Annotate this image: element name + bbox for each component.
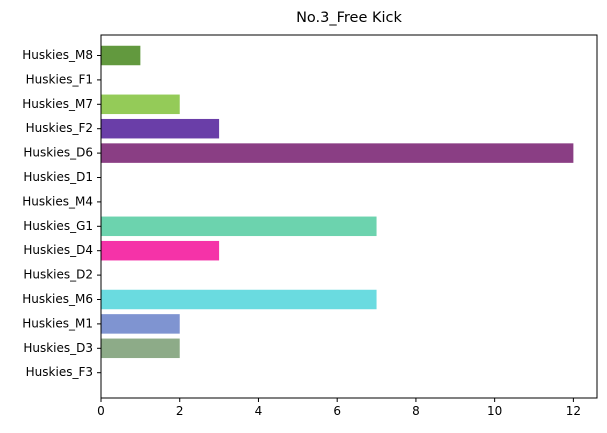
y-tick-label: Huskies_M6 <box>22 292 93 306</box>
bar-huskies-d4 <box>101 240 220 261</box>
y-axis-ticks: Huskies_M8 Huskies_F1 Huskies_M7 Huskies_F2… <box>22 48 101 379</box>
chart-title: No.3_Free Kick <box>296 10 402 26</box>
bars-group <box>101 45 574 359</box>
y-tick-label: Huskies_D2 <box>23 268 93 282</box>
y-tick-label: Huskies_M4 <box>22 194 93 208</box>
x-axis-ticks: 0 2 4 6 8 10 12 <box>97 398 581 418</box>
y-tick-label: Huskies_M1 <box>22 316 93 330</box>
y-tick-label: Huskies_M7 <box>22 97 93 111</box>
y-tick-label: Huskies_M8 <box>22 48 93 62</box>
x-tick-label: 4 <box>255 404 263 418</box>
y-tick-label: Huskies_D4 <box>23 243 93 257</box>
bar-huskies-m8 <box>101 45 141 66</box>
y-tick-label: Huskies_F1 <box>26 72 93 86</box>
y-tick-label: Huskies_F2 <box>26 121 93 135</box>
x-tick-label: 0 <box>97 404 105 418</box>
y-tick-label: Huskies_G1 <box>23 219 93 233</box>
y-tick-label: Huskies_D1 <box>23 170 93 184</box>
bar-huskies-f2 <box>101 118 220 139</box>
x-tick-label: 2 <box>176 404 184 418</box>
bar-huskies-m6 <box>101 289 377 310</box>
bar-huskies-m7 <box>101 94 180 115</box>
y-tick-label: Huskies_D6 <box>23 146 93 160</box>
x-tick-label: 6 <box>333 404 341 418</box>
bar-huskies-d6 <box>101 143 574 163</box>
x-tick-label: 10 <box>487 404 502 418</box>
bar-huskies-m1 <box>101 314 180 334</box>
y-tick-label: Huskies_F3 <box>26 365 93 379</box>
bar-huskies-g1 <box>101 216 377 237</box>
x-tick-label: 8 <box>412 404 420 418</box>
x-tick-label: 12 <box>566 404 581 418</box>
y-tick-label: Huskies_D3 <box>23 341 93 355</box>
bar-huskies-d3 <box>101 338 180 359</box>
plot-frame <box>100 34 598 399</box>
